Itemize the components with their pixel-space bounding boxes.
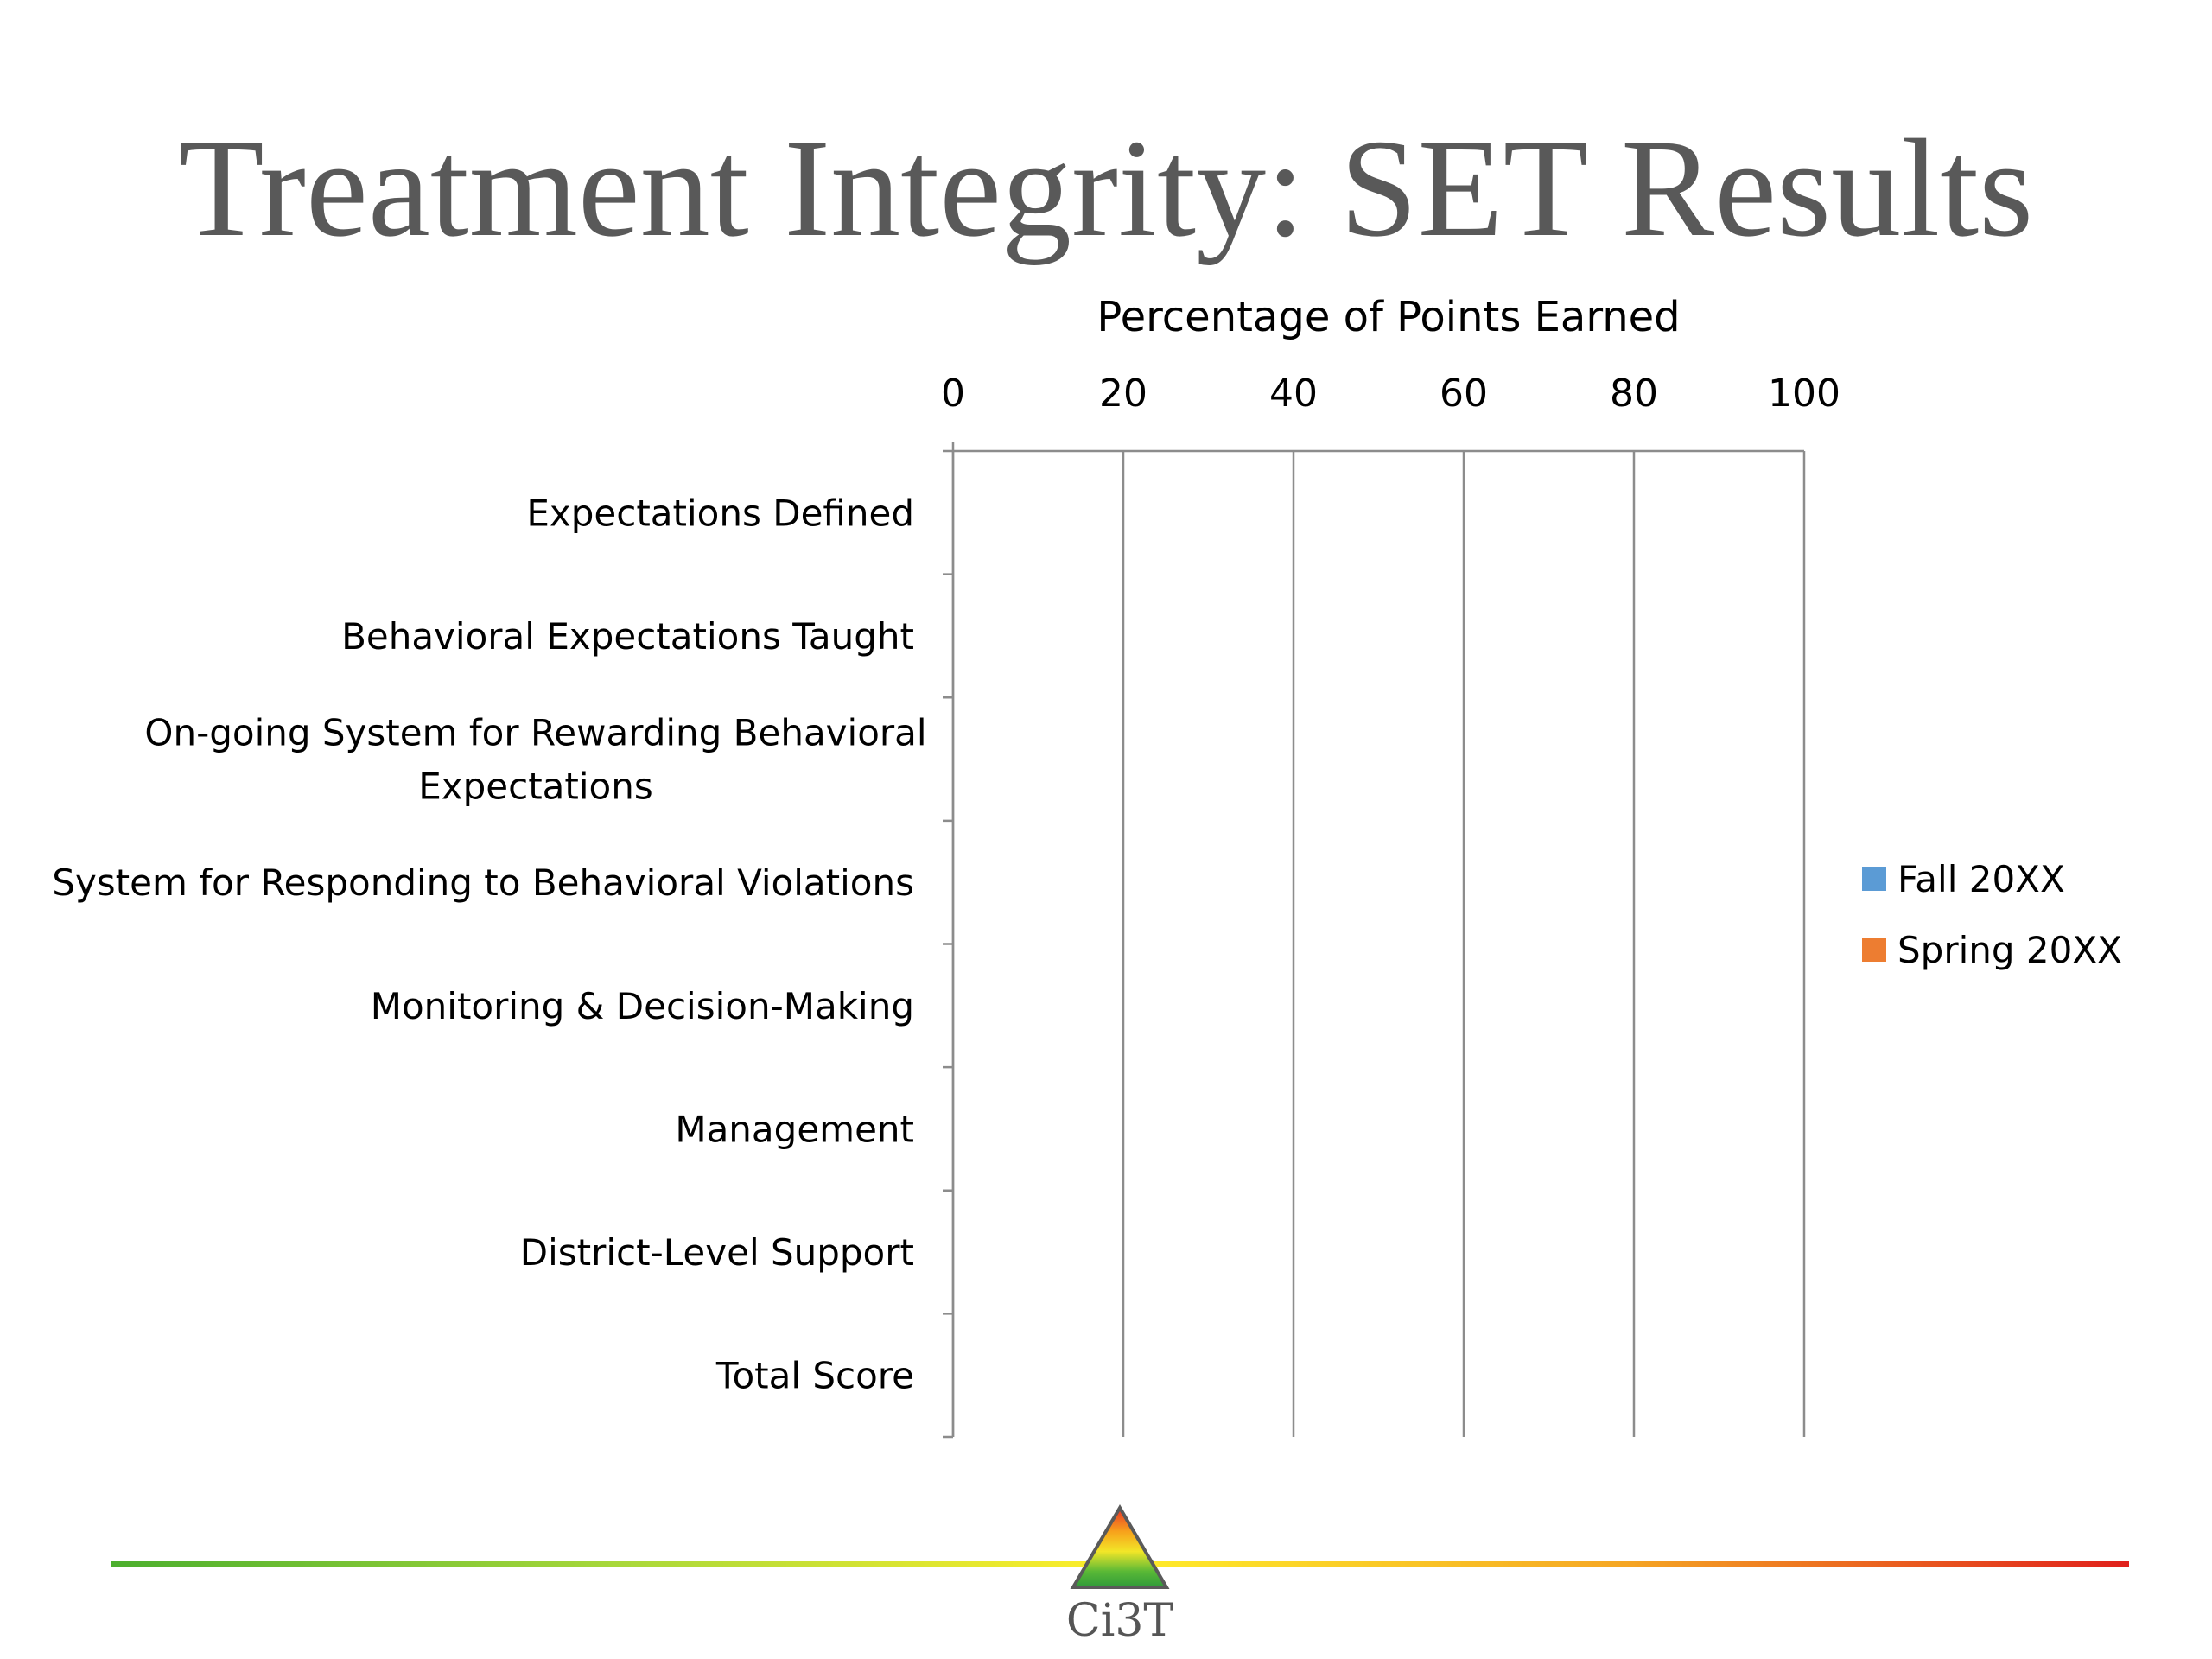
ci3t-logo: Ci3T — [1066, 1504, 1174, 1647]
labels: 0 20 40 60 80 100 Percentage of Points Earned E… — [52, 293, 1840, 1397]
slide-title: Treatment Integrity: SET Results — [178, 111, 2034, 266]
category-label: Management — [675, 1108, 914, 1150]
x-tick-label: 20 — [1099, 372, 1147, 416]
legend-swatch — [1862, 867, 1886, 891]
category-label: System for Responding to Behavioral Viol… — [52, 861, 914, 904]
logo-text: Ci3T — [1066, 1595, 1174, 1647]
category-label: Behavioral Expectations Taught — [341, 615, 914, 658]
axes — [943, 442, 1804, 1439]
category-label: On-going System for Rewarding Behavioral… — [144, 712, 926, 808]
x-tick-label: 0 — [941, 372, 965, 416]
category-label: District-Level Support — [520, 1231, 914, 1274]
x-tick-label: 60 — [1440, 372, 1488, 416]
x-axis-title: Percentage of Points Earned — [1096, 293, 1680, 341]
legend-label: Fall 20XX — [1897, 858, 2065, 900]
x-tick-label: 100 — [1768, 372, 1840, 416]
legend: Fall 20XX Spring 20XX — [1862, 858, 2122, 971]
x-tick-label: 80 — [1610, 372, 1658, 416]
x-tick-label: 40 — [1269, 372, 1318, 416]
legend-swatch — [1862, 938, 1886, 962]
category-label: Total Score — [715, 1355, 914, 1397]
category-label: Monitoring & Decision-Making — [371, 985, 914, 1027]
legend-label: Spring 20XX — [1897, 929, 2122, 971]
category-label: Expectations Defined — [526, 492, 914, 534]
logo-triangle-icon — [1070, 1504, 1170, 1589]
